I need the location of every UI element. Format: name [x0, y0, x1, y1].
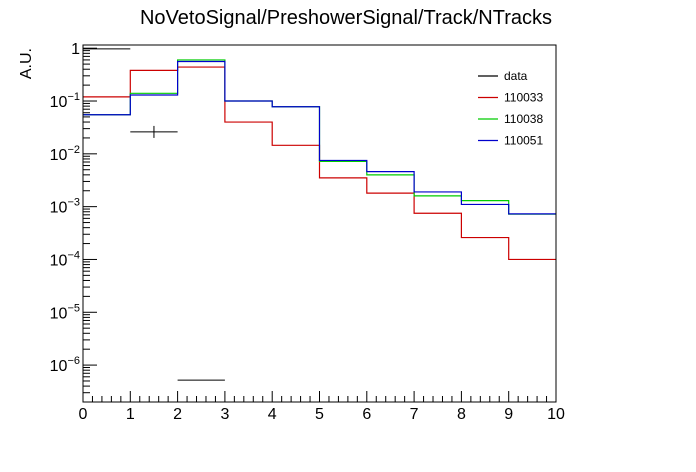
legend-label: 110038 — [504, 112, 543, 126]
plot-frame — [82, 44, 557, 403]
chart-title: NoVetoSignal/PreshowerSignal/Track/NTrac… — [140, 7, 552, 29]
x-tick-label: 2 — [173, 406, 182, 423]
y-tick-label: 1 — [71, 41, 80, 58]
x-tick-label: 3 — [220, 406, 229, 423]
series-110051-line — [83, 60, 556, 215]
legend-entry: data — [478, 69, 528, 83]
y-tick-label: 10−1 — [50, 91, 80, 111]
x-tick-label: 4 — [268, 406, 277, 423]
y-tick-label: 10−2 — [50, 144, 80, 164]
legend-entry: 110051 — [478, 134, 543, 148]
legend-entry: 110038 — [478, 112, 543, 126]
y-tick-label: 10−4 — [50, 249, 80, 269]
legend-label: 110051 — [504, 134, 543, 148]
x-tick-label: 9 — [504, 406, 513, 423]
axes: 0 1 2 3 4 5 6 7 8 9 10 1 10−1 10−2 10−3 10−4 10−5 10−6 — [50, 41, 565, 423]
x-tick-label: 1 — [126, 406, 135, 423]
x-tick-label: 7 — [410, 406, 419, 423]
y-tick-label: 10−3 — [50, 197, 80, 217]
x-tick-label: 6 — [362, 406, 371, 423]
data-point — [130, 125, 178, 138]
series-layer — [83, 48, 556, 381]
x-tick-label: 0 — [79, 406, 88, 423]
x-tick-label: 10 — [547, 406, 565, 423]
y-tick-label: 10−6 — [50, 355, 80, 375]
legend: data 110033 110038 110051 — [478, 69, 543, 148]
legend-label: data — [504, 69, 528, 83]
series-110033-line — [83, 66, 556, 261]
x-tick-label: 8 — [457, 406, 466, 423]
legend-entry: 110033 — [478, 91, 543, 105]
y-tick-label: 10−5 — [50, 302, 80, 322]
y-axis-label: A.U. — [18, 48, 35, 79]
legend-label: 110033 — [504, 91, 543, 105]
x-tick-label: 5 — [315, 406, 324, 423]
